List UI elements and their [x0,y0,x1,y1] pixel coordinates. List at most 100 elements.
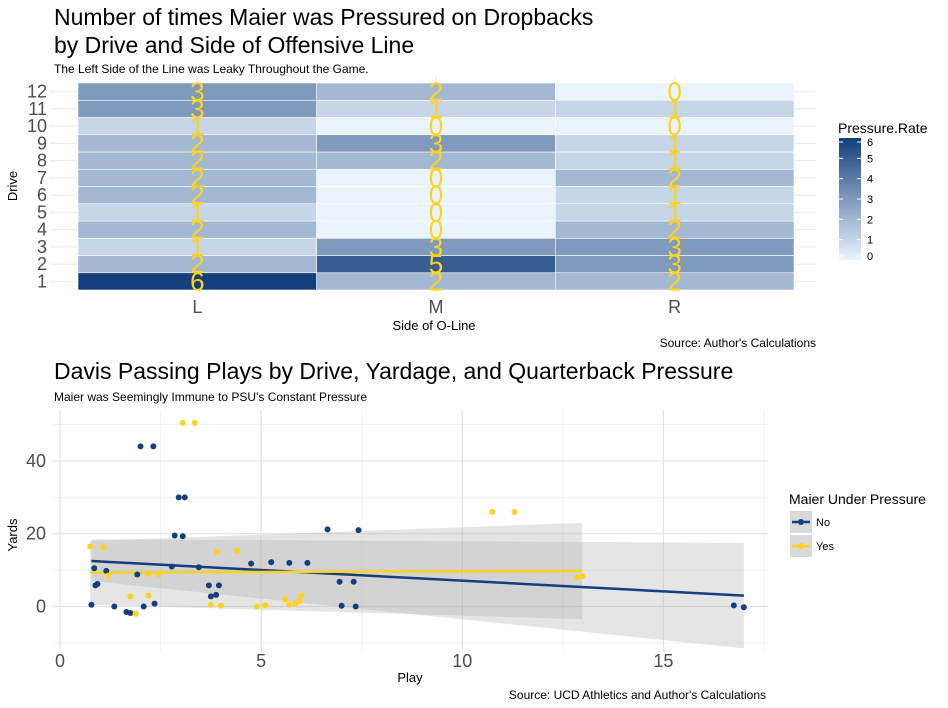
scatter-y-tick-label: 20 [26,524,46,544]
heatmap-y-axis-title: Drive [5,171,20,201]
scatter-point-yes [298,592,305,599]
heatmap-cell-label: 1 [667,197,681,227]
scatter-point-no [134,571,141,578]
scatter-point-yes [511,508,518,515]
scatter-point-yes [573,574,580,581]
heatmap-cell-label: 2 [667,163,681,193]
scatter-point-no [168,563,175,570]
heatmap-legend-colorbar [839,138,861,260]
scatter-points [87,419,747,617]
heatmap-legend-tick-label: 1 [867,235,873,247]
heatmap-legend-tick-label: 4 [867,174,873,186]
heatmap-cell-label: 2 [429,146,443,176]
legend-label: Yes [816,541,834,553]
heatmap-cell [555,82,795,101]
scatter-point-no [207,593,214,600]
legend-label: No [816,517,830,529]
scatter-point-no [355,527,362,534]
scatter-point-no [171,532,178,539]
heatmap-x-axis-title: Side of O-Line [392,318,475,333]
heatmap-title-line2: by Drive and Side of Offensive Line [54,32,414,58]
heatmap-legend-ticks: 6 5 4 3 2 1 0 [839,137,873,263]
heatmap-cell-label: 2 [667,215,681,245]
confidence-band-no [91,539,744,649]
scatter-point-no [195,564,202,571]
scatter-point-no [352,603,359,610]
heatmap-cell-label: 3 [190,94,204,124]
heatmap-title-line1: Number of times Maier was Pressured on D… [54,4,593,30]
heatmap-y-tick-label: 3 [37,237,47,257]
scatter-point-no [111,603,118,610]
scatter-point-yes [87,543,94,550]
scatter-point-no [94,580,101,587]
heatmap-cell-label: 0 [429,215,443,245]
heatmap-legend-tick-label: 6 [867,137,873,149]
scatter-point-no [205,582,212,589]
heatmap-cell-label: 3 [429,232,443,262]
scatter-point-no [88,601,95,608]
heatmap-cell-labels: 6 2 22 5 31 3 32 0 21 0 12 0 12 0 22 2 12 3 11 0 03 1 13 2 0 [190,77,682,297]
heatmap-caption: Source: Author's Calculations [660,336,816,350]
scatter-point-yes [207,601,214,608]
scatter-point-no [336,578,343,585]
legend-key-point [798,543,804,549]
scatter-x-tick-label: 15 [653,651,673,671]
scatter-point-yes [262,602,269,609]
heatmap-x-tick-label: L [192,297,202,317]
scatter-point-yes [296,598,303,605]
heatmap-cell-label: 0 [429,163,443,193]
heatmap-cell-label: 2 [190,128,204,158]
heatmap-cell-label: 2 [667,266,681,296]
heatmap-cell-label: 1 [190,232,204,262]
heatmap-cell-label: 0 [429,180,443,210]
heatmap-cell-label: 0 [429,111,443,141]
heatmap-legend-tick-label: 0 [867,251,873,263]
scatter-point-no [248,560,255,567]
scatter-point-no [213,591,220,598]
scatter-point-no [181,494,188,501]
scatter-point-yes [145,592,152,599]
scatter-point-no [730,602,737,609]
scatter-x-tick-labels: 0 5 10 15 [55,651,673,671]
scatter-y-tick-labels: 0 20 40 [26,451,46,617]
scatter-x-tick-label: 10 [452,651,472,671]
scatter-legend-keys: No Yes [790,511,834,557]
scatter-point-no [150,443,157,450]
heatmap-y-tick-label: 9 [37,133,47,153]
scatter-point-yes [286,601,293,608]
scatter-gridlines [52,410,768,652]
scatter-point-yes [191,419,198,426]
heatmap-y-tick-label: 7 [37,168,47,188]
heatmap-cells [77,82,795,291]
scatter-confidence-bands [90,522,744,649]
heatmap-cell-label: 1 [429,94,443,124]
scatter-point-no [350,578,357,585]
scatter-point-no [324,526,331,533]
heatmap-x-tick-label: R [668,297,681,317]
heatmap-legend-title: Pressure.Rate [838,120,928,136]
heatmap-y-tick-label: 5 [37,202,47,222]
scatter-point-yes [213,548,220,555]
scatter-point-no [304,559,311,566]
scatter-point-yes [145,570,152,577]
heatmap-cell-label: 1 [667,128,681,158]
scatter-y-axis-title: Yards [5,518,20,551]
heatmap-cell-label: 2 [190,180,204,210]
heatmap-cell-label: 2 [429,77,443,107]
fit-line-yes [90,569,583,574]
scatter-point-yes [127,593,134,600]
scatter-y-tick-label: 40 [26,451,46,471]
scatter-caption: Source: UCD Athletics and Author's Calcu… [509,688,766,702]
heatmap-y-tick-label: 10 [27,116,47,136]
heatmap-cell-label: 1 [190,111,204,141]
heatmap-legend-tick-label: 3 [867,194,873,206]
heatmap-cell-label: 3 [429,128,443,158]
heatmap-cell-label: 3 [190,77,204,107]
scatter-point-no [140,603,147,610]
heatmap-y-tick-label: 8 [37,151,47,171]
scatter-x-tick-label: 0 [55,651,65,671]
scatter-point-no [137,443,144,450]
scatter-point-yes [489,508,496,515]
